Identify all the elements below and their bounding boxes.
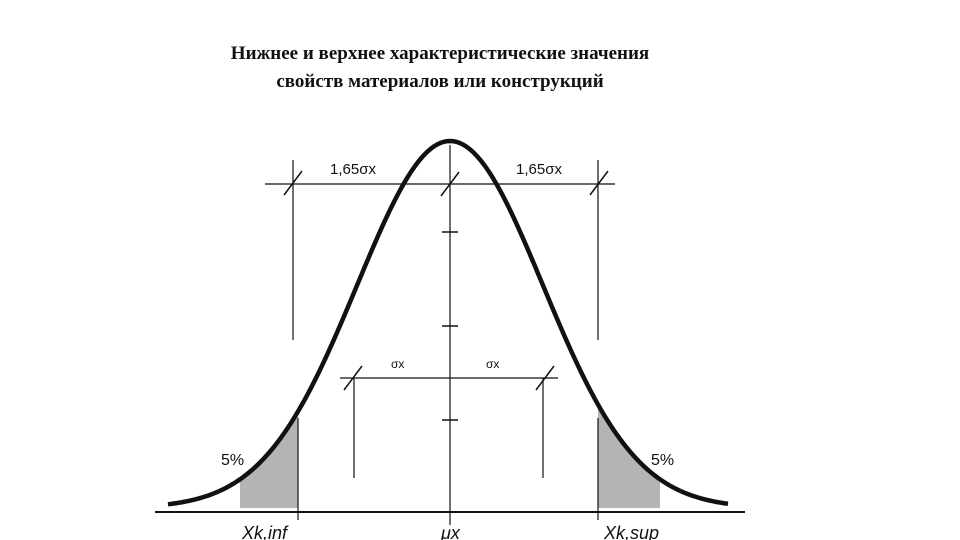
- title-line-2: свойств материалов или конструкций: [276, 71, 604, 92]
- bell-curve: [167, 138, 729, 507]
- dim-label-lower-right: σx: [486, 357, 499, 371]
- title-line-1: Нижнее и верхнее характеристические знач…: [230, 43, 650, 64]
- tail-label-left: 5%: [221, 452, 244, 469]
- upper-dim-mark-right: [589, 170, 609, 196]
- dim-label-upper-right: 1,65σx: [516, 161, 562, 178]
- dim-label-lower-left: σx: [391, 357, 404, 371]
- diagram-title: Нижнее и верхнее характеристические знач…: [120, 40, 760, 96]
- dim-label-upper-left: 1,65σx: [330, 161, 376, 178]
- upper-dim-mark-center: [440, 171, 460, 197]
- lower-dim-mark-right: [535, 365, 555, 391]
- axis-label-upper-characteristic: Xk,sup: [603, 523, 659, 540]
- axis-label-lower-characteristic: Xk,inf: [241, 523, 289, 540]
- tail-label-right: 5%: [651, 452, 674, 469]
- axis-label-mean: μx: [440, 523, 461, 540]
- lower-dim-mark-left: [343, 365, 363, 391]
